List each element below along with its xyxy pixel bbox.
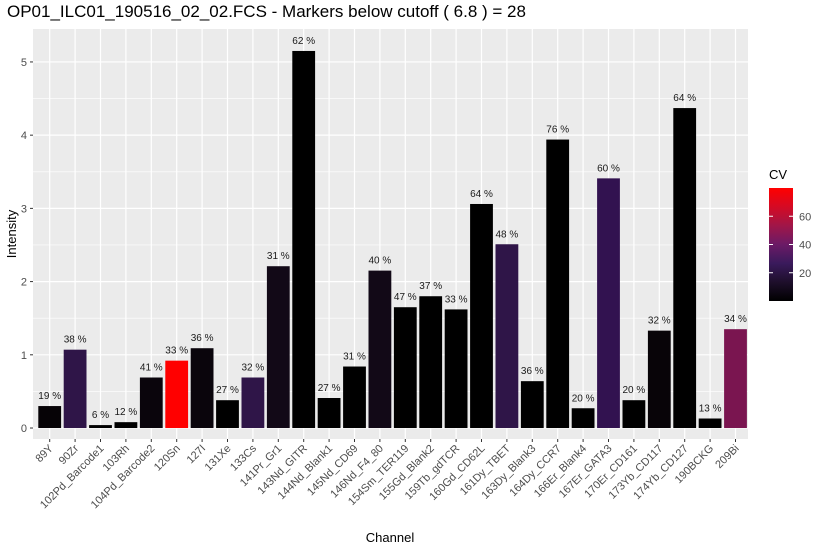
bar [241, 377, 265, 429]
data-label: 76 % [546, 125, 569, 136]
bar [444, 309, 468, 429]
bar [724, 329, 747, 429]
data-label: 64 % [470, 189, 493, 200]
data-label: 62 % [292, 36, 315, 47]
bar [114, 422, 138, 429]
bar [190, 348, 214, 429]
y-tick-label: 5 [21, 57, 27, 69]
bar [546, 139, 570, 429]
data-label: 27 % [216, 385, 239, 396]
data-label: 20 % [572, 393, 595, 404]
y-tick-label: 1 [21, 350, 27, 362]
x-tick-label: 89Y [33, 442, 56, 465]
data-label: 34 % [724, 314, 747, 325]
y-tick-label: 2 [21, 277, 27, 289]
bar [368, 270, 392, 429]
data-label: 33 % [165, 346, 188, 357]
y-axis: 0 1 2 3 4 5 [21, 57, 33, 435]
bar [63, 349, 87, 429]
cv-legend: CV 20 40 60 [769, 167, 811, 301]
bar [597, 178, 620, 429]
data-label: 27 % [318, 383, 341, 394]
data-label: 37 % [419, 281, 442, 292]
data-label: 31 % [267, 251, 290, 262]
data-label: 48 % [496, 229, 519, 240]
bar [673, 108, 697, 429]
data-label: 47 % [394, 292, 417, 303]
chart-title: OP01_ILC01_190516_02_02.FCS - Markers be… [7, 2, 526, 21]
legend-ticks: 20 40 60 [769, 211, 811, 280]
bar [165, 360, 189, 429]
data-label: 36 % [521, 366, 544, 377]
data-label: 38 % [64, 335, 87, 346]
bar [470, 203, 493, 429]
data-label: 6 % [92, 410, 109, 421]
legend-title: CV [769, 167, 787, 182]
legend-tick-label: 40 [799, 240, 811, 252]
bar [698, 418, 722, 429]
y-tick-label: 3 [21, 203, 27, 215]
data-label: 36 % [191, 333, 214, 344]
bar [317, 398, 341, 429]
bar [393, 307, 417, 429]
bar [495, 244, 519, 429]
y-axis-title: Intensity [4, 209, 19, 258]
data-label: 20 % [623, 385, 646, 396]
data-label: 31 % [343, 352, 366, 363]
bar [89, 425, 112, 429]
data-label: 40 % [369, 256, 392, 267]
data-label: 13 % [699, 404, 722, 415]
data-label: 12 % [115, 407, 138, 418]
bar [520, 381, 544, 429]
y-tick-label: 4 [21, 130, 27, 142]
x-axis: 89Y 90Zr102Pd_Barcode1103Rh104Pd_Barcode2… [33, 439, 742, 511]
data-label: 60 % [597, 163, 620, 174]
x-tick-label: 209Bi [713, 443, 741, 471]
data-labels: 19 %38 %6 % 12 %41 %33 %36 %27 %32 %31 %6… [38, 36, 747, 421]
y-tick-label: 0 [21, 423, 27, 435]
data-label: 32 % [648, 316, 671, 327]
legend-tick-label: 60 [799, 211, 811, 223]
bar [139, 377, 163, 429]
data-label: 64 % [673, 93, 696, 104]
bar [266, 266, 290, 429]
bar [622, 400, 646, 429]
data-label: 19 % [38, 391, 61, 402]
bar [571, 408, 595, 429]
bar [647, 330, 671, 429]
data-label: 32 % [242, 363, 265, 374]
legend-tick-label: 20 [799, 268, 811, 280]
x-tick-label: 131Xe [203, 443, 234, 474]
bar [216, 400, 239, 429]
bars [38, 50, 747, 429]
x-axis-title: Channel [366, 530, 415, 545]
data-label: 41 % [140, 363, 163, 374]
x-tick-label: 120Sn [152, 443, 183, 474]
bar [343, 366, 366, 429]
bar [292, 50, 316, 429]
bar [38, 406, 62, 429]
data-label: 33 % [445, 294, 468, 305]
bar [419, 296, 443, 429]
